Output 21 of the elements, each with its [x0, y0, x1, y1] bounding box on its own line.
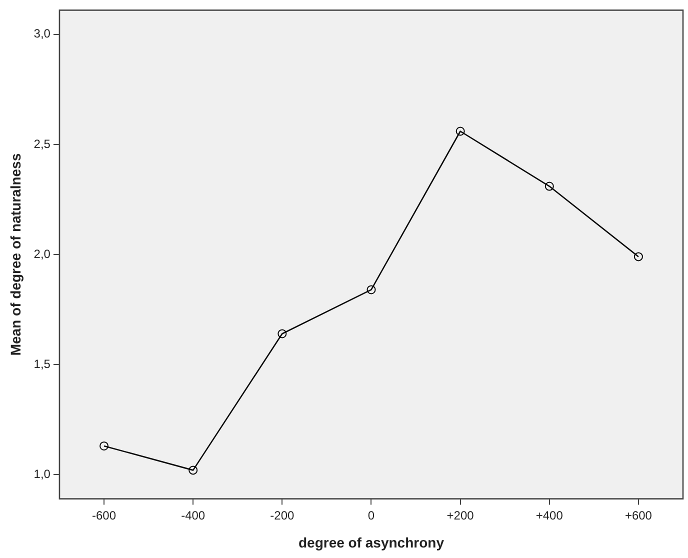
x-tick-label: +200: [446, 508, 474, 522]
y-tick-label: 3,0: [34, 26, 51, 41]
y-tick-label: 2,5: [34, 136, 51, 151]
y-tick-label: 1,5: [34, 356, 51, 371]
point: [544, 182, 554, 191]
x-tick-label: 0: [368, 508, 375, 522]
y-axis-title: Mean of degree of naturalness: [7, 153, 24, 356]
point: [278, 329, 287, 338]
y-tick-label: 1,0: [34, 466, 51, 481]
point: [634, 252, 643, 262]
x-tick-label: -600: [92, 508, 116, 522]
x-tick-label: +400: [536, 508, 564, 522]
x-axis-title: degree of asynchrony: [298, 534, 444, 550]
point: [456, 126, 465, 136]
x-tick-label: -400: [181, 508, 206, 522]
point: [366, 285, 376, 294]
point: [100, 441, 109, 450]
point: [188, 466, 198, 475]
x-tick-label: -200: [270, 508, 294, 522]
x-tick-label: +600: [624, 508, 652, 522]
y-tick-label: 2,0: [34, 246, 51, 261]
